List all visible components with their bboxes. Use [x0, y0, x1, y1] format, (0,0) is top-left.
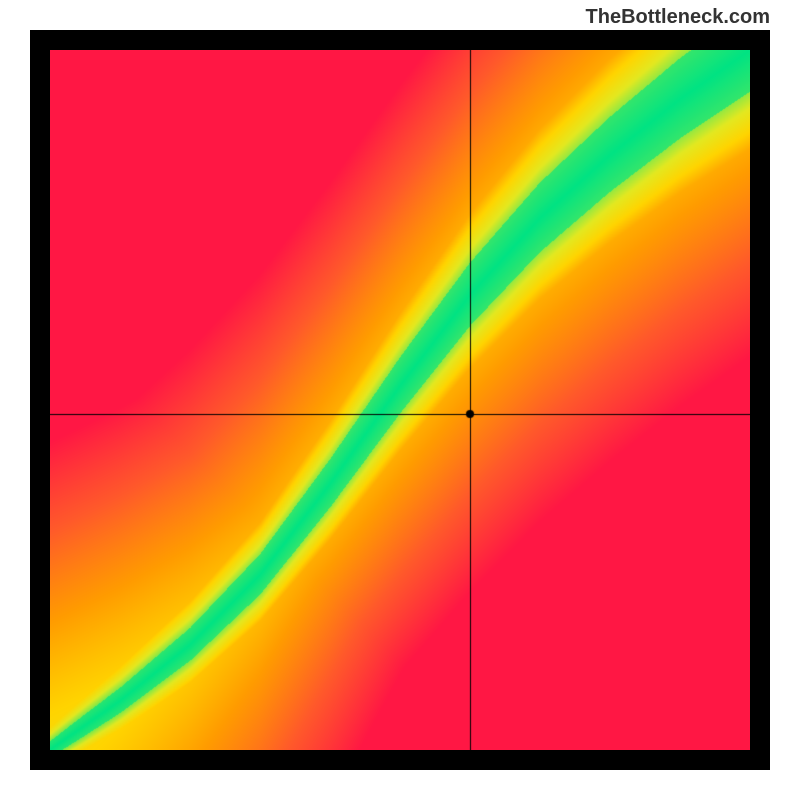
chart-frame: [30, 30, 770, 770]
watermark-text: TheBottleneck.com: [586, 6, 770, 29]
bottleneck-heatmap: [50, 50, 750, 750]
